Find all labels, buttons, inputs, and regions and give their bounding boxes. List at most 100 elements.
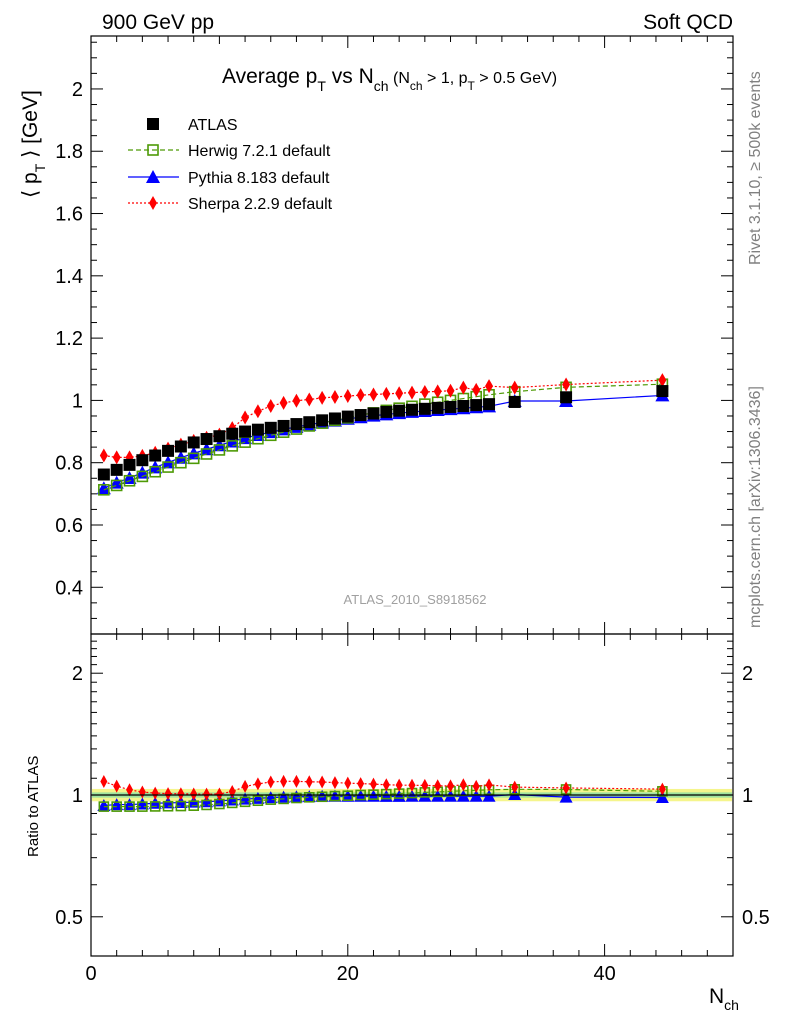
ratio-point-sherpa: [151, 786, 159, 800]
point-sherpa: [382, 386, 391, 401]
x-tick-labels: 0 20 40: [85, 963, 615, 985]
point-atlas: [656, 385, 669, 398]
point-atlas: [213, 430, 226, 443]
ratio-point-herwig: [329, 790, 341, 802]
ratio-point-sherpa: [447, 779, 455, 793]
series-line-sherpa: [103, 379, 663, 459]
ratio-point-sherpa: [485, 778, 493, 792]
point-herwig: [98, 483, 110, 496]
ratio-point-sherpa: [331, 776, 339, 790]
legend-label-herwig: Herwig 7.2.1 default: [188, 143, 331, 160]
point-atlas: [431, 401, 444, 414]
main-y-tick-label: 2: [72, 79, 83, 101]
x-axis-label: Nch: [709, 985, 739, 1013]
ratio-point-herwig: [316, 791, 328, 803]
point-sherpa: [356, 388, 365, 403]
ratio-y-tick-label-right: 0.5: [742, 907, 770, 929]
legend-entry-atlas: ATLAS: [147, 117, 238, 134]
point-sherpa: [330, 389, 339, 404]
ratio-point-sherpa: [459, 778, 467, 792]
point-sherpa: [241, 410, 250, 425]
point-atlas: [149, 449, 162, 462]
point-atlas: [470, 399, 483, 412]
point-atlas: [418, 402, 431, 415]
main-y-tick-label: 1: [72, 390, 83, 412]
main-y-tick-labels: 0.4 0.6 0.8 1 1.2 1.4 1.6 1.8 2: [55, 79, 83, 599]
ratio-point-sherpa: [215, 787, 223, 801]
ratio-series-sherpa: [100, 774, 666, 801]
point-atlas: [354, 409, 367, 422]
series-line-herwig: [103, 383, 663, 491]
point-sherpa: [292, 393, 301, 408]
point-atlas: [406, 403, 418, 416]
ratio-point-sherpa: [408, 778, 416, 792]
point-atlas: [316, 414, 329, 427]
ratio-point-pythia: [392, 789, 406, 802]
ratio-point-herwig: [111, 801, 122, 812]
ratio-point-herwig: [124, 801, 135, 812]
ratio-point-sherpa: [658, 782, 666, 796]
ratio-point-pythia: [559, 790, 573, 803]
point-atlas: [277, 419, 290, 432]
ratio-point-pythia: [289, 790, 303, 803]
point-atlas: [367, 407, 380, 420]
legend-marker-pythia: [146, 170, 160, 183]
ratio-point-pythia: [405, 789, 419, 802]
point-sherpa: [446, 383, 455, 398]
point-atlas: [200, 433, 213, 446]
point-atlas: [123, 458, 136, 471]
point-sherpa: [510, 380, 519, 395]
ratio-point-sherpa: [254, 777, 262, 791]
point-atlas: [239, 425, 252, 438]
ratio-point-sherpa: [280, 774, 288, 788]
ratio-point-sherpa: [267, 775, 275, 789]
x-tick-label: 20: [337, 963, 359, 985]
ratio-point-sherpa: [472, 779, 480, 793]
point-sherpa: [318, 390, 327, 405]
point-atlas: [174, 440, 187, 453]
header-left: 900 GeV pp: [102, 11, 214, 34]
ratio-point-sherpa: [190, 787, 198, 801]
mcplots-source-label: mcplots.cern.ch [arXiv:1306.3436]: [747, 386, 764, 628]
legend-entry-sherpa: Sherpa 2.2.9 default: [128, 196, 333, 213]
point-atlas: [187, 436, 200, 449]
main-y-tick-label: 1.6: [55, 204, 83, 226]
point-sherpa: [99, 448, 108, 463]
ratio-point-herwig: [226, 797, 238, 809]
series-atlas: [97, 385, 669, 481]
point-herwig: [187, 452, 200, 465]
ratio-point-pythia: [97, 798, 111, 811]
header-right: Soft QCD: [643, 11, 733, 34]
ratio-point-sherpa: [203, 787, 211, 801]
point-herwig: [110, 479, 123, 492]
ratio-y-axis-label: Ratio to ATLAS: [25, 756, 42, 857]
point-pythia: [96, 481, 111, 495]
ratio-point-sherpa: [511, 780, 519, 794]
ratio-point-sherpa: [164, 787, 172, 801]
point-herwig: [149, 465, 161, 478]
legend-marker-sherpa: [149, 196, 157, 210]
x-tick-label: 40: [593, 963, 615, 985]
point-atlas: [393, 404, 406, 417]
ratio-point-sherpa: [177, 787, 185, 801]
point-sherpa: [562, 377, 571, 392]
ratio-point-pythia: [328, 789, 342, 802]
ratio-point-pythia: [251, 791, 265, 804]
point-sherpa: [658, 373, 667, 388]
legend-label-pythia: Pythia 8.183 default: [188, 170, 330, 187]
ratio-point-pythia: [482, 789, 496, 802]
ratio-point-pythia: [302, 790, 316, 803]
point-pythia: [122, 470, 137, 484]
point-atlas: [290, 418, 303, 431]
ratio-point-sherpa: [344, 776, 352, 790]
main-y-tick-label: 0.6: [55, 515, 83, 537]
legend-label-atlas: ATLAS: [188, 117, 238, 134]
point-atlas: [508, 395, 521, 408]
point-atlas: [560, 391, 573, 404]
ratio-point-sherpa: [318, 775, 326, 789]
legend-marker-atlas: [147, 118, 159, 130]
axis-ticks: [90, 36, 734, 956]
ratio-series-group: [91, 774, 733, 812]
ratio-point-herwig: [137, 801, 148, 812]
